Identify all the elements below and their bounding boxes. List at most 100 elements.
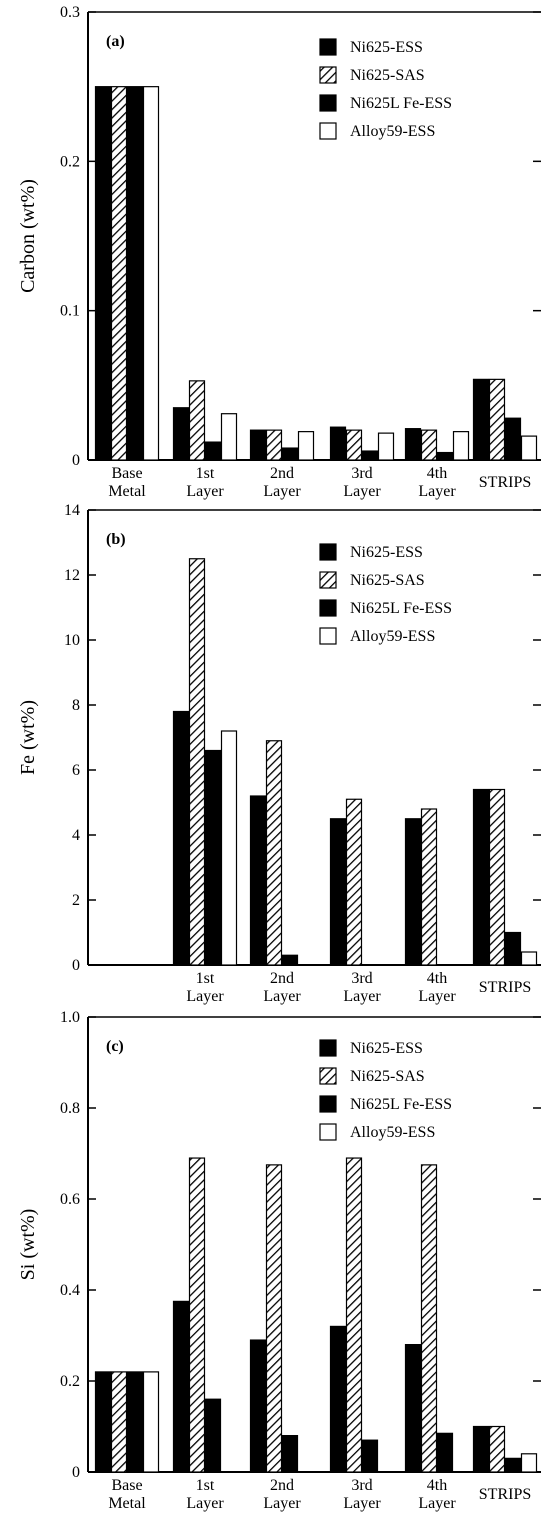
legend-label: Ni625L Fe-ESS: [350, 1096, 452, 1113]
legend-swatch: [319, 1095, 337, 1113]
bar-ni625-ess-5: [472, 788, 490, 966]
legend-swatch: [319, 1123, 337, 1141]
bar-alloy59-ess-1: [220, 730, 238, 966]
bar-ni625-ess-0: [94, 1371, 112, 1473]
legend-label: Ni625L Fe-ESS: [350, 600, 452, 617]
y-tick-label: 0.3: [60, 4, 80, 21]
legend-label: Alloy59-ESS: [350, 1124, 435, 1141]
legend-label: Alloy59-ESS: [350, 628, 435, 645]
x-tick-label: 4th: [427, 970, 447, 987]
bar-alloy59-ess-0: [142, 86, 160, 461]
x-tick-label: STRIPS: [479, 1486, 531, 1503]
bar-ni625-ess-1: [172, 710, 190, 966]
x-tick-label: Layer: [186, 483, 224, 500]
legend-label: Ni625-SAS: [350, 572, 425, 589]
bar-ni625-sas-3: [345, 429, 363, 461]
bar-ni625-ess-2: [249, 1339, 267, 1473]
bar-ni625l-fe-ess-3: [361, 450, 379, 461]
x-tick-label: Base: [111, 465, 142, 482]
x-tick-label: Metal: [108, 483, 146, 500]
x-tick-label: Layer: [418, 483, 456, 500]
legend-swatch: [319, 599, 337, 617]
bar-ni625-sas-3: [345, 798, 363, 966]
y-tick-label: 0: [72, 452, 80, 469]
bar-ni625-ess-4: [404, 428, 422, 461]
y-axis-label: Fe (wt%): [17, 700, 39, 775]
legend-label: Ni625-SAS: [350, 1068, 425, 1085]
x-tick-label: Layer: [343, 483, 381, 500]
bar-alloy59-ess-2: [297, 431, 315, 461]
panel-label: (c): [106, 1038, 124, 1055]
bar-ni625-ess-4: [404, 818, 422, 966]
bar-ni625l-fe-ess-1: [204, 441, 222, 461]
y-axis-label: Si (wt%): [17, 1209, 39, 1281]
bar-ni625l-fe-ess-5: [504, 417, 522, 461]
x-tick-label: 2nd: [270, 465, 294, 482]
y-tick-label: 0.1: [60, 303, 80, 320]
x-tick-label: 3rd: [351, 1477, 372, 1494]
bar-ni625l-fe-ess-4: [436, 1432, 454, 1473]
bar-ni625-sas-4: [420, 808, 438, 966]
y-tick-label: 0.2: [60, 1373, 80, 1390]
y-tick-label: 2: [72, 892, 80, 909]
x-tick-label: Layer: [263, 988, 301, 1005]
bar-alloy59-ess-4: [452, 431, 470, 461]
y-tick-label: 4: [72, 827, 80, 844]
x-tick-label: Base: [111, 1477, 142, 1494]
legend-label: Ni625-SAS: [350, 67, 425, 84]
bar-ni625-sas-5: [488, 378, 506, 461]
bar-ni625-sas-4: [420, 429, 438, 461]
chart-panel-2: 00.20.40.60.81.0Si (wt%)(c)BaseMetal1stL…: [17, 1009, 541, 1512]
bar-alloy59-ess-1: [220, 413, 238, 461]
x-tick-label: 1st: [196, 465, 215, 482]
x-tick-label: Layer: [418, 988, 456, 1005]
bar-ni625-ess-5: [472, 378, 490, 461]
bar-ni625l-fe-ess-5: [504, 1457, 522, 1473]
bar-alloy59-ess-5: [520, 951, 538, 966]
y-tick-label: 0.6: [60, 1191, 80, 1208]
bar-ni625-sas-2: [265, 740, 283, 966]
legend-swatch: [319, 571, 337, 589]
bar-alloy59-ess-3: [377, 432, 395, 461]
legend-label: Ni625-ESS: [350, 1040, 423, 1057]
x-tick-label: 3rd: [351, 970, 372, 987]
bar-ni625-ess-3: [329, 818, 347, 966]
x-tick-label: 2nd: [270, 970, 294, 987]
bar-alloy59-ess-5: [520, 435, 538, 461]
x-tick-label: Layer: [418, 1495, 456, 1512]
bar-ni625-sas-0: [110, 1371, 128, 1473]
y-tick-label: 1.0: [60, 1009, 80, 1026]
y-axis-label: Carbon (wt%): [17, 179, 39, 293]
x-tick-label: Layer: [186, 988, 224, 1005]
bar-ni625-ess-3: [329, 1325, 347, 1473]
legend-label: Ni625-ESS: [350, 544, 423, 561]
bar-ni625-ess-1: [172, 407, 190, 461]
bar-ni625-ess-1: [172, 1300, 190, 1473]
bar-ni625l-fe-ess-2: [281, 447, 299, 461]
x-tick-label: Metal: [108, 1495, 146, 1512]
bar-ni625-ess-5: [472, 1425, 490, 1473]
x-tick-label: 4th: [427, 465, 447, 482]
bar-ni625-sas-5: [488, 788, 506, 966]
x-tick-label: Layer: [343, 988, 381, 1005]
x-tick-label: 4th: [427, 1477, 447, 1494]
x-tick-label: STRIPS: [479, 979, 531, 996]
x-tick-label: Layer: [186, 1495, 224, 1512]
x-tick-label: Layer: [343, 1495, 381, 1512]
panel-label: (b): [106, 531, 126, 548]
bar-ni625-sas-5: [488, 1425, 506, 1473]
panel-label: (a): [106, 33, 125, 50]
legend-swatch: [319, 66, 337, 84]
legend-swatch: [319, 94, 337, 112]
bar-ni625-sas-1: [188, 558, 206, 966]
bar-ni625l-fe-ess-3: [361, 1439, 379, 1473]
bar-alloy59-ess-0: [142, 1371, 160, 1473]
legend-label: Ni625-ESS: [350, 39, 423, 56]
legend-swatch: [319, 122, 337, 140]
bar-ni625-sas-4: [420, 1164, 438, 1473]
bar-ni625l-fe-ess-1: [204, 749, 222, 966]
x-tick-label: STRIPS: [479, 474, 531, 491]
